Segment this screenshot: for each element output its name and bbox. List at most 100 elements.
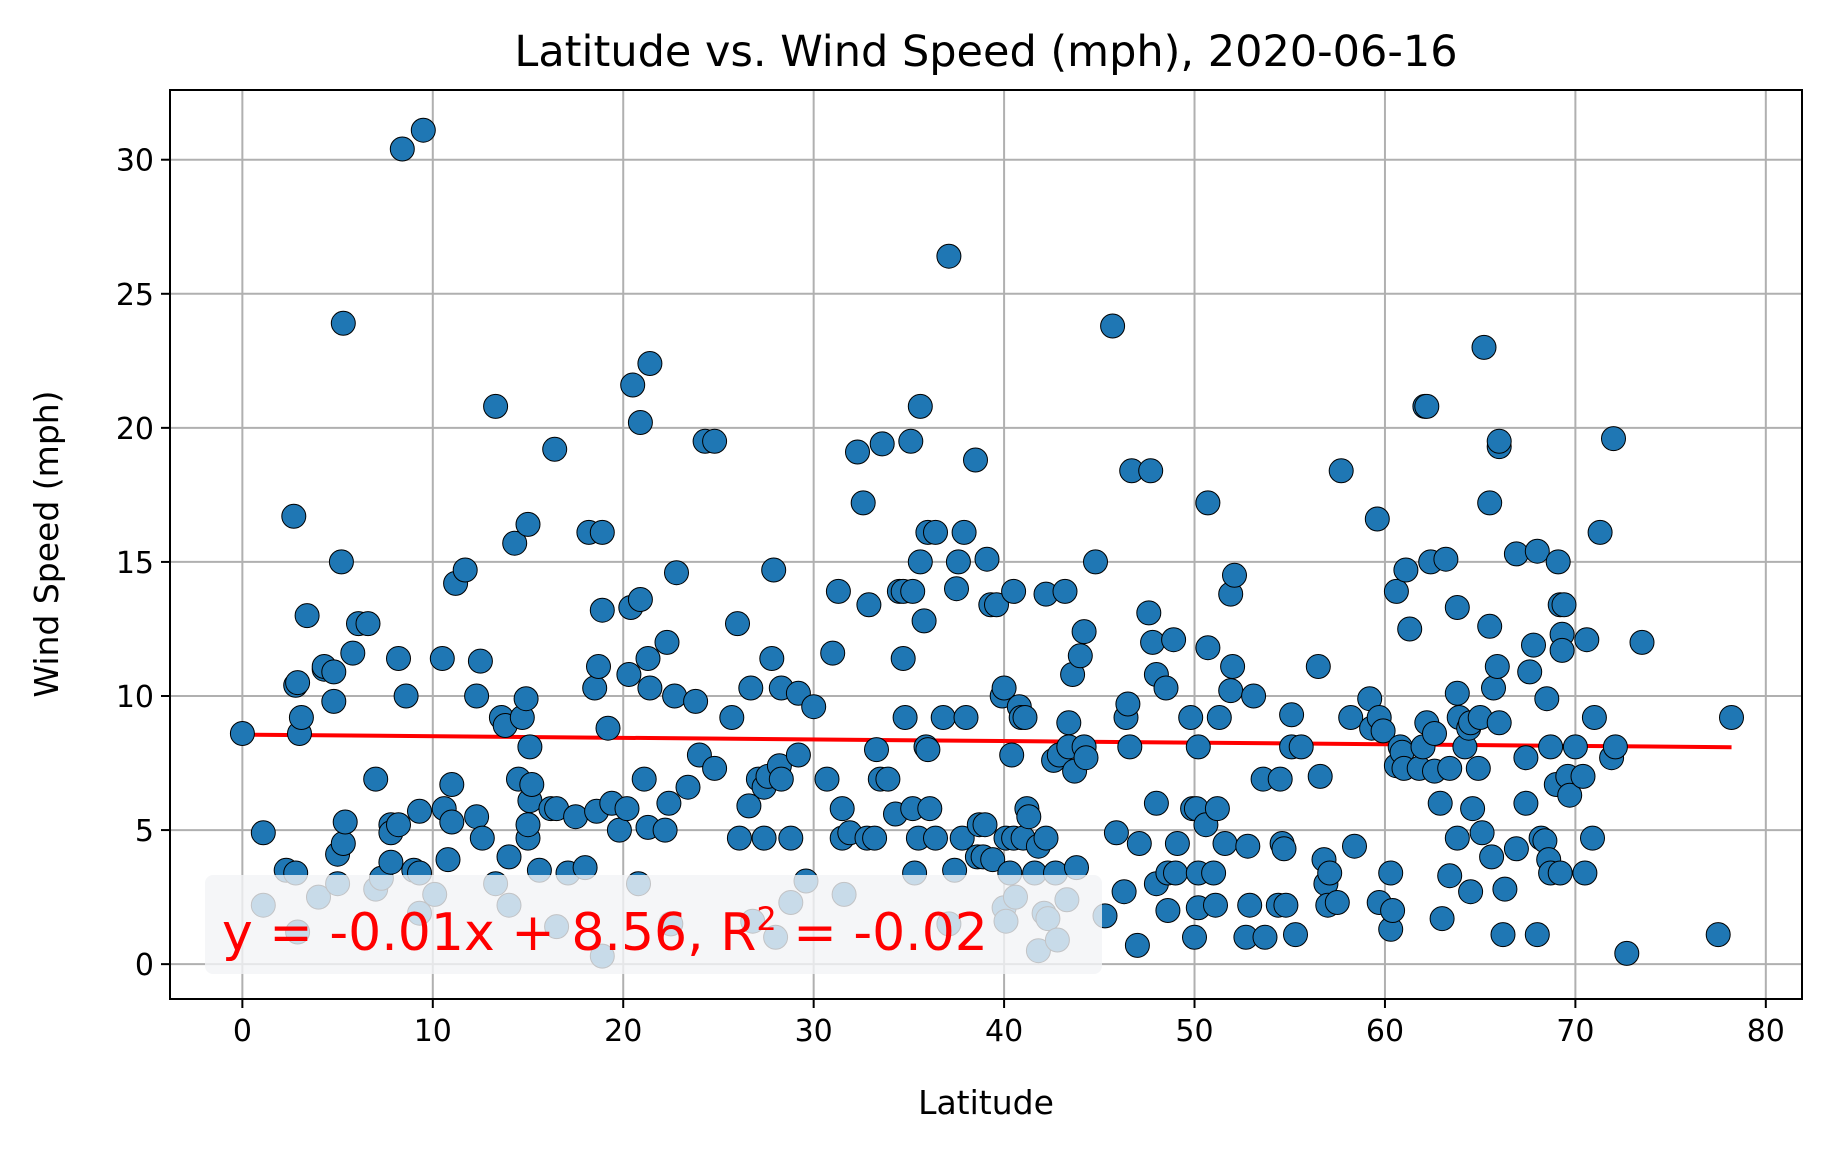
data-point <box>1461 797 1485 821</box>
data-point <box>1379 861 1403 885</box>
data-point <box>379 850 403 874</box>
data-point <box>564 805 588 829</box>
data-point <box>1539 735 1563 759</box>
chart-title: Latitude vs. Wind Speed (mph), 2020-06-1… <box>514 27 1457 77</box>
data-point <box>1575 628 1599 652</box>
data-point <box>1438 864 1462 888</box>
data-point <box>329 550 353 574</box>
x-tick-label: 0 <box>233 1014 252 1049</box>
data-point <box>752 826 776 850</box>
data-point <box>1381 899 1405 923</box>
data-point <box>1480 845 1504 869</box>
data-point <box>387 647 411 671</box>
data-point <box>1339 706 1363 730</box>
data-point <box>1493 877 1517 901</box>
data-point <box>333 810 357 834</box>
data-point <box>516 813 540 837</box>
data-point <box>655 630 679 654</box>
data-point <box>1072 620 1096 644</box>
data-point <box>1179 706 1203 730</box>
data-point <box>1343 834 1367 858</box>
data-point <box>1546 550 1570 574</box>
data-point <box>924 826 948 850</box>
data-point <box>924 520 948 544</box>
data-point <box>295 604 319 628</box>
data-point <box>1141 630 1165 654</box>
data-point <box>331 832 355 856</box>
data-point <box>665 561 689 585</box>
data-point <box>1602 427 1626 451</box>
data-point <box>1325 891 1349 915</box>
data-point <box>1116 692 1140 716</box>
x-tick-label: 40 <box>985 1014 1023 1049</box>
data-point <box>628 588 652 612</box>
data-point <box>1253 925 1277 949</box>
data-point <box>1284 923 1308 947</box>
data-point <box>720 706 744 730</box>
data-point <box>1204 893 1228 917</box>
data-point <box>1137 601 1161 625</box>
data-point <box>1002 579 1026 603</box>
data-point <box>596 716 620 740</box>
data-point <box>703 429 727 453</box>
data-point <box>1525 539 1549 563</box>
data-point <box>918 797 942 821</box>
data-point <box>1112 880 1136 904</box>
data-point <box>356 612 380 636</box>
data-point <box>440 773 464 797</box>
data-point <box>1272 837 1296 861</box>
data-point <box>1139 459 1163 483</box>
data-point <box>1164 861 1188 885</box>
data-point <box>726 612 750 636</box>
data-point <box>1573 861 1597 885</box>
data-point <box>893 706 917 730</box>
data-point <box>1548 861 1572 885</box>
data-point <box>946 550 970 574</box>
data-point <box>514 687 538 711</box>
data-point <box>684 689 708 713</box>
y-tick-label: 30 <box>116 144 154 179</box>
data-point <box>663 684 687 708</box>
data-point <box>1196 491 1220 515</box>
data-point <box>760 647 784 671</box>
data-point <box>408 799 432 823</box>
data-point <box>1365 507 1389 531</box>
data-point <box>908 550 932 574</box>
data-point <box>1183 925 1207 949</box>
data-point <box>1219 679 1243 703</box>
y-tick-label: 25 <box>116 278 154 313</box>
data-point <box>1571 764 1595 788</box>
data-point <box>230 722 254 746</box>
data-point <box>1223 563 1247 587</box>
data-point <box>436 848 460 872</box>
data-point <box>1221 655 1245 679</box>
y-tick-label: 0 <box>135 948 154 983</box>
data-point <box>1013 706 1037 730</box>
data-point <box>1581 826 1605 850</box>
data-point <box>484 394 508 418</box>
data-point <box>1306 655 1330 679</box>
data-point <box>1525 923 1549 947</box>
x-tick-label: 20 <box>604 1014 642 1049</box>
data-point <box>703 756 727 780</box>
data-point <box>739 676 763 700</box>
data-point <box>1491 923 1515 947</box>
data-point <box>322 660 346 684</box>
data-point <box>430 647 454 671</box>
data-point <box>826 579 850 603</box>
data-point <box>1535 687 1559 711</box>
data-point <box>1238 893 1262 917</box>
y-tick-label: 10 <box>116 680 154 715</box>
data-point <box>676 775 700 799</box>
x-tick-label: 70 <box>1556 1014 1594 1049</box>
data-point <box>1445 826 1469 850</box>
data-point <box>440 810 464 834</box>
data-point <box>912 609 936 633</box>
data-point <box>465 805 489 829</box>
x-axis-label: Latitude <box>918 1083 1054 1122</box>
data-point <box>1000 743 1024 767</box>
data-point <box>1428 791 1452 815</box>
data-point <box>1104 821 1128 845</box>
data-point <box>769 767 793 791</box>
